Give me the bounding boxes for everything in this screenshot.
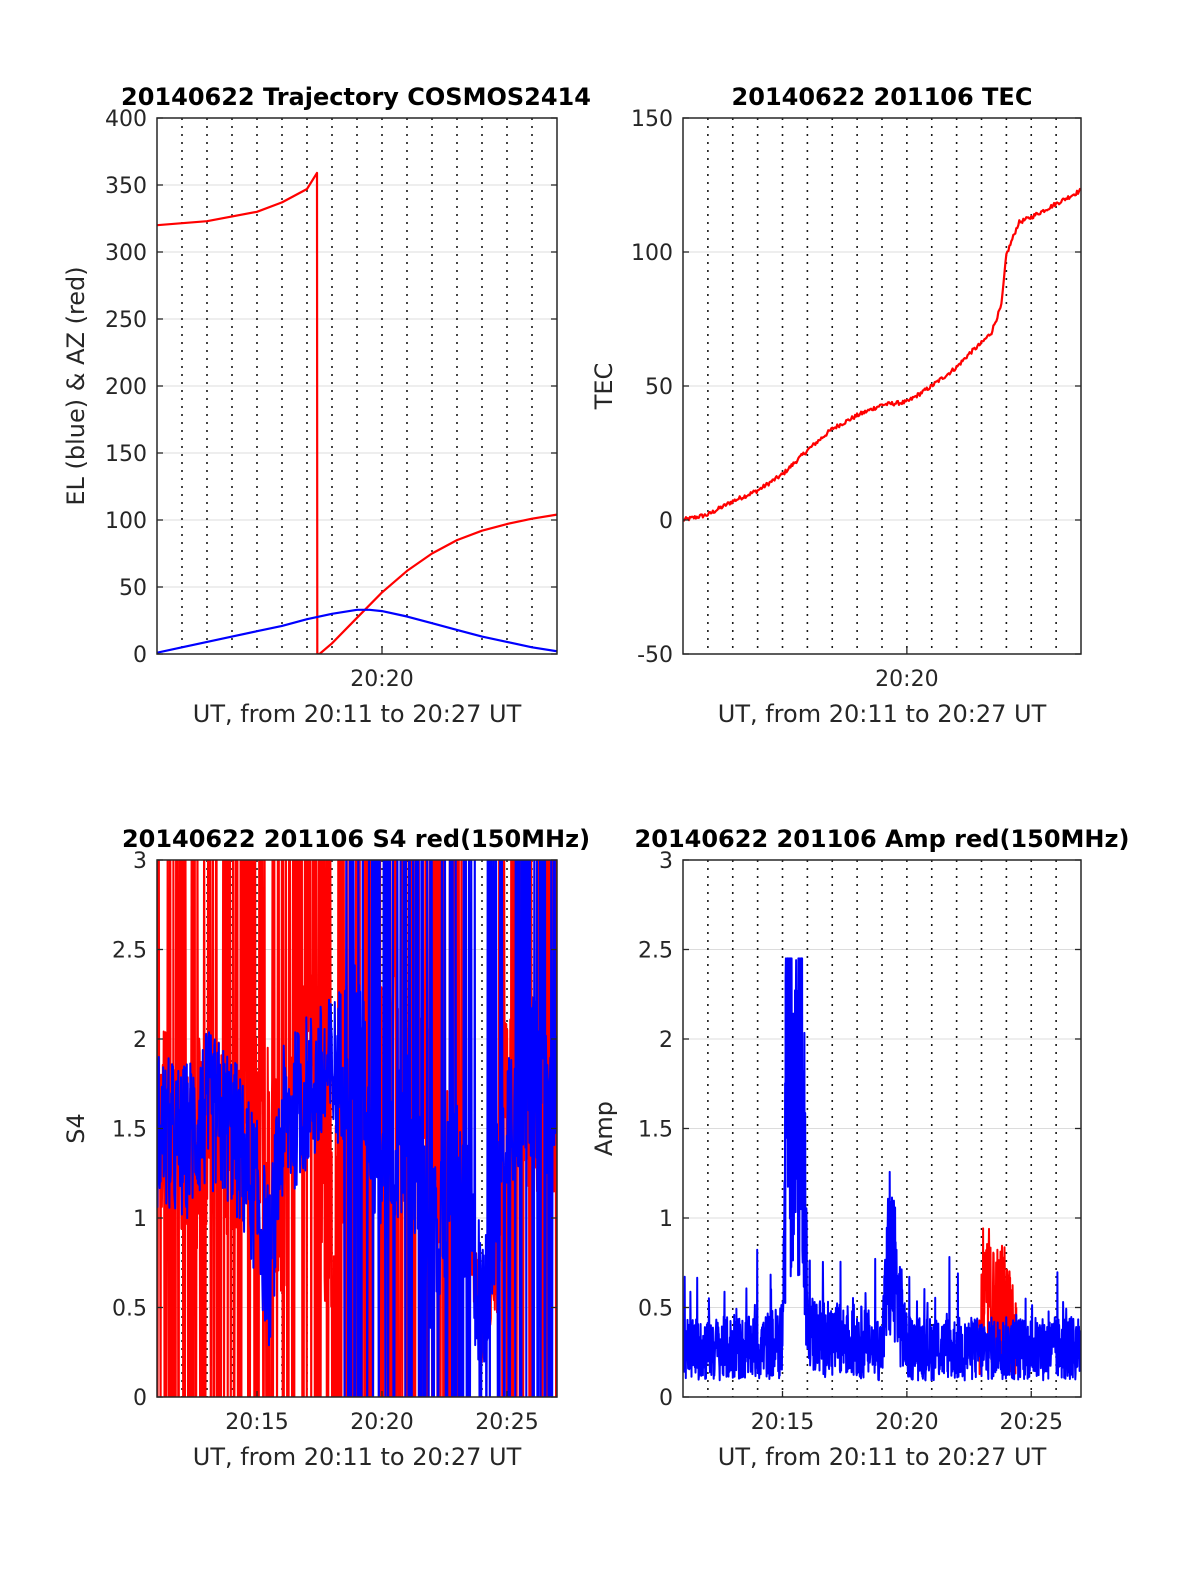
y-tick-label: 50 [119,576,147,601]
x-tick-label: 20:20 [350,667,413,692]
series-group [157,171,557,654]
series-line-red [683,187,1081,522]
series-group [683,187,1081,522]
y-tick-label: 250 [105,308,147,333]
y-tick-label: -50 [637,643,673,668]
chart-title: 20140622 Trajectory COSMOS2414 [121,83,591,111]
y-tick-label: 3 [133,849,147,874]
chart-panel-1: 0 50 100 150 200 250 300 350 400 20:20 20140622 Tr… [62,83,591,728]
y-tick-label: 1 [133,1207,147,1232]
y-tick-label: 200 [105,375,147,400]
y-tick-label: 2.5 [112,939,147,964]
series-line-blue [683,957,1081,1382]
y-tick-label: 0 [133,643,147,668]
chart-title: 20140622 201106 TEC [732,83,1033,111]
y-tick-label: 2.5 [638,939,673,964]
y-tick-label: 1 [659,1207,673,1232]
y-tick-label: 0 [133,1386,147,1411]
chart-title: 20140622 201106 S4 red(150MHz) [122,825,590,853]
x-tick-label: 20:20 [875,1410,938,1435]
x-axis-label: UT, from 20:11 to 20:27 UT [193,1443,522,1471]
series-line-red [157,171,557,654]
chart-panel-4: 0 0.5 1 1.5 2 2.5 3 20:15 20:20 20:25 20140622 201… [590,825,1129,1471]
y-tick-label: 350 [105,174,147,199]
x-tick-label: 20:20 [875,667,938,692]
x-axis-label: UT, from 20:11 to 20:27 UT [718,1443,1047,1471]
y-axis-label: EL (blue) & AZ (red) [62,266,90,505]
x-tick-label: 20:20 [350,1410,413,1435]
chart-panel-2: -50 0 50 100 150 20:20 20140622 201106 TEC UT, … [590,83,1082,728]
y-tick-label: 3 [659,849,673,874]
y-tick-label: 1.5 [638,1118,673,1143]
y-tick-label: 0.5 [112,1297,147,1322]
y-tick-label: 2 [133,1028,147,1053]
series-line-red [978,1227,1018,1376]
y-tick-label: 150 [631,107,673,132]
x-axis-label: UT, from 20:11 to 20:27 UT [193,700,522,728]
series-line-blue [157,608,557,654]
series-group [157,860,557,1397]
x-tick-label: 20:25 [475,1410,538,1435]
y-tick-label: 0 [659,1386,673,1411]
y-tick-label: 1.5 [112,1118,147,1143]
y-axis-label: Amp [590,1101,618,1156]
y-tick-label: 2 [659,1028,673,1053]
y-tick-label: 400 [105,107,147,132]
y-tick-label: 50 [645,375,673,400]
chart-title: 20140622 201106 Amp red(150MHz) [635,825,1130,853]
x-tick-label: 20:25 [1000,1410,1063,1435]
y-axis-label: TEC [590,363,618,411]
x-tick-label: 20:15 [751,1410,814,1435]
y-tick-label: 0 [659,509,673,534]
y-tick-label: 100 [105,509,147,534]
y-axis-label: S4 [62,1113,90,1144]
y-tick-label: 100 [631,241,673,266]
series-group [683,957,1081,1382]
x-tick-label: 20:15 [225,1410,288,1435]
y-tick-label: 150 [105,442,147,467]
y-tick-label: 0.5 [638,1297,673,1322]
y-tick-label: 300 [105,241,147,266]
x-axis-label: UT, from 20:11 to 20:27 UT [718,700,1047,728]
series-line-blue [157,860,557,1397]
chart-panel-3: 0 0.5 1 1.5 2 2.5 3 20:15 20:20 20:25 20140622 201… [62,825,590,1471]
